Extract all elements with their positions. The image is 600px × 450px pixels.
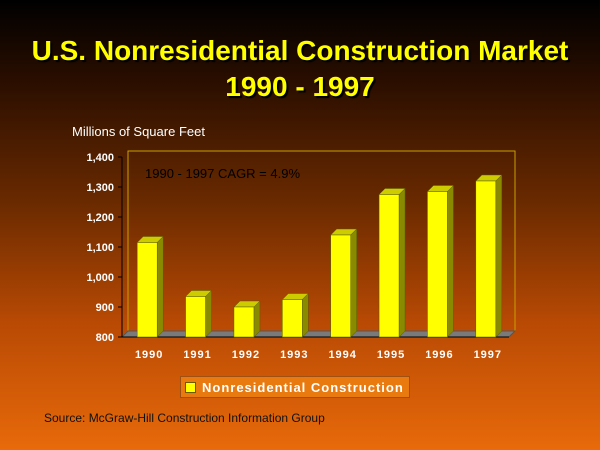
cagr-annotation: 1990 - 1997 CAGR = 4.9% — [145, 166, 300, 181]
bar-side — [495, 174, 503, 338]
bar — [136, 242, 158, 338]
bar — [475, 180, 497, 338]
bar-side — [398, 187, 406, 338]
x-tick-label: 1990 — [135, 349, 163, 361]
source-note: Source: McGraw-Hill Construction Informa… — [44, 411, 325, 425]
bar — [330, 234, 351, 338]
bar — [378, 194, 400, 338]
legend-swatch — [185, 381, 196, 393]
chart-title-line1: U.S. Nonresidential Construction Market — [31, 35, 569, 66]
y-tick-label: 1,100 — [86, 242, 114, 254]
y-tick-label: 1,000 — [86, 272, 114, 284]
bar — [185, 296, 206, 338]
bar-side — [302, 292, 309, 338]
x-tick-label: 1994 — [328, 349, 356, 361]
x-tick-label: 1995 — [377, 349, 405, 361]
bar-side — [447, 184, 454, 338]
x-tick-label: 1992 — [232, 349, 260, 361]
y-tick-label: 1,300 — [86, 182, 114, 194]
bar — [282, 299, 303, 338]
x-tick-label: 1997 — [474, 349, 502, 361]
x-tick-label: 1993 — [280, 349, 308, 361]
bar — [233, 306, 255, 338]
bar-side — [205, 289, 212, 338]
x-tick-label: 1996 — [425, 349, 453, 361]
bar — [427, 191, 448, 338]
plot-floor — [120, 330, 517, 338]
bar-side — [350, 228, 357, 338]
y-tick-label: 1,400 — [86, 152, 114, 164]
x-tick-label: 1991 — [183, 349, 211, 361]
y-tick-label: 1,200 — [86, 212, 114, 224]
bar-side — [156, 235, 164, 338]
y-tick-label: 900 — [96, 302, 114, 314]
chart-title-line2: 1990 - 1997 — [225, 71, 375, 102]
chart-legend: Nonresidential Construction — [180, 376, 410, 398]
legend-label: Nonresidential Construction — [202, 379, 404, 395]
y-axis-label: Millions of Square Feet — [72, 124, 205, 139]
y-tick-label: 800 — [96, 332, 114, 344]
